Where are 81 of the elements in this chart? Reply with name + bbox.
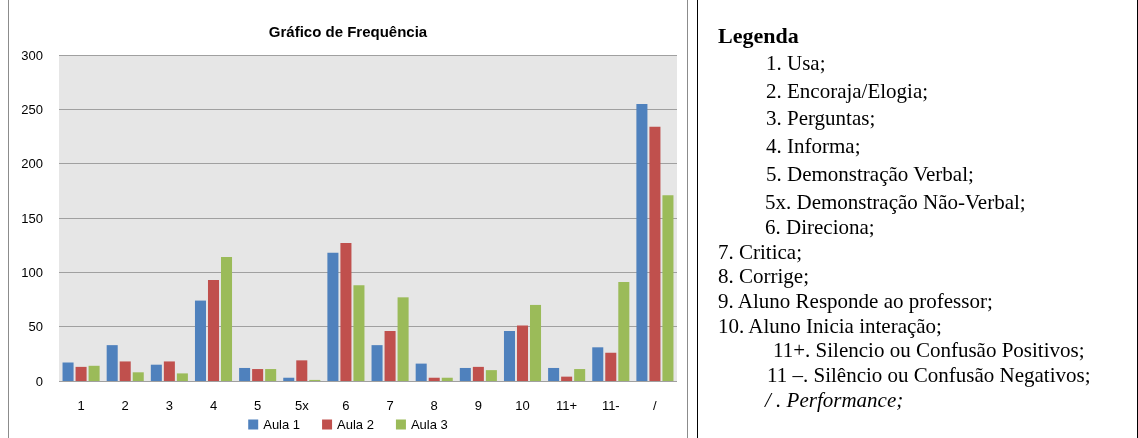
bar (516, 325, 529, 381)
bar (472, 366, 484, 381)
text: 9. Aluno Responde ao professor; (718, 289, 993, 313)
bar (296, 360, 308, 381)
bar (428, 377, 440, 381)
text: 11 –. Silêncio ou Confusão Negativos; (767, 363, 1091, 387)
bar (163, 361, 175, 381)
text: 7. Critica; (718, 240, 802, 264)
bar (530, 304, 542, 381)
text: 4. Informa; (766, 134, 861, 158)
text: Legenda (718, 23, 799, 48)
text: 5. Demonstração Verbal; (766, 162, 974, 186)
y-tick-label: 0 (35, 373, 43, 389)
bar (62, 362, 74, 381)
x-tick-label: 1 (77, 398, 85, 413)
bar (649, 126, 661, 381)
x-tick-label: 5 (254, 398, 262, 413)
bar (561, 376, 573, 381)
text: 6. Direciona; (765, 215, 875, 239)
text: 11+. Silencio ou Confusão Positivos; (773, 338, 1085, 362)
x-tick-label: 8 (430, 398, 438, 413)
chart-title: Gráfico de Frequência (268, 23, 428, 40)
x-tick-label: 9 (474, 398, 482, 413)
bar (548, 367, 560, 381)
text: 3. Perguntas; (766, 106, 876, 130)
x-tick-label: 4 (209, 398, 218, 413)
bar (397, 297, 409, 381)
text: 8. Corrige; (718, 264, 809, 288)
bar (340, 242, 352, 381)
bar (283, 377, 295, 381)
legend-label: Aula 2 (337, 417, 374, 432)
bar (194, 300, 206, 381)
bar (618, 282, 630, 381)
y-tick-label: 100 (21, 264, 43, 280)
bar (176, 373, 188, 381)
text: / . Performance; (765, 388, 904, 412)
text: 2. Encoraja/Elogia; (766, 79, 929, 103)
text: 10. Aluno Inicia interação; (718, 314, 942, 338)
x-tick-label: / (653, 398, 658, 413)
bar (132, 372, 144, 381)
x-tick-label: 11+ (556, 398, 578, 413)
bar (353, 285, 365, 381)
bar (252, 369, 264, 381)
bar (88, 365, 100, 381)
bar (662, 195, 674, 381)
y-tick-label: 50 (28, 319, 43, 335)
x-tick-label: 11- (601, 398, 620, 413)
bar (119, 361, 131, 381)
bar (636, 103, 648, 381)
bar (415, 363, 427, 381)
bar (327, 252, 339, 381)
bar (239, 367, 251, 381)
bar (459, 367, 471, 381)
bar (503, 331, 515, 381)
x-tick-label: 3 (165, 398, 173, 413)
bar (485, 370, 497, 381)
text: 1. Usa; (766, 51, 826, 75)
bar (150, 364, 162, 381)
x-tick-label: 10 (515, 398, 530, 413)
legend-label: Aula 1 (263, 417, 301, 432)
bar (207, 279, 220, 381)
bar (441, 377, 453, 381)
bar (384, 331, 396, 381)
bar (75, 366, 87, 381)
bar (221, 257, 233, 381)
y-tick-label: 300 (21, 47, 43, 63)
legend-label: Aula 3 (410, 417, 448, 432)
bar (265, 369, 277, 381)
x-tick-label: 6 (342, 398, 350, 413)
text: 5x. Demonstração Não-Verbal; (765, 190, 1026, 214)
bar (106, 345, 118, 381)
bar (605, 352, 617, 381)
y-tick-label: 200 (21, 156, 43, 172)
y-tick-label: 250 (21, 101, 43, 117)
y-tick-label: 150 (21, 210, 43, 226)
x-tick-label: 5x (294, 398, 310, 413)
x-tick-label: 2 (121, 398, 129, 413)
bar (592, 347, 604, 381)
bar (371, 345, 383, 381)
x-tick-label: 7 (386, 398, 394, 413)
bar (574, 369, 586, 381)
